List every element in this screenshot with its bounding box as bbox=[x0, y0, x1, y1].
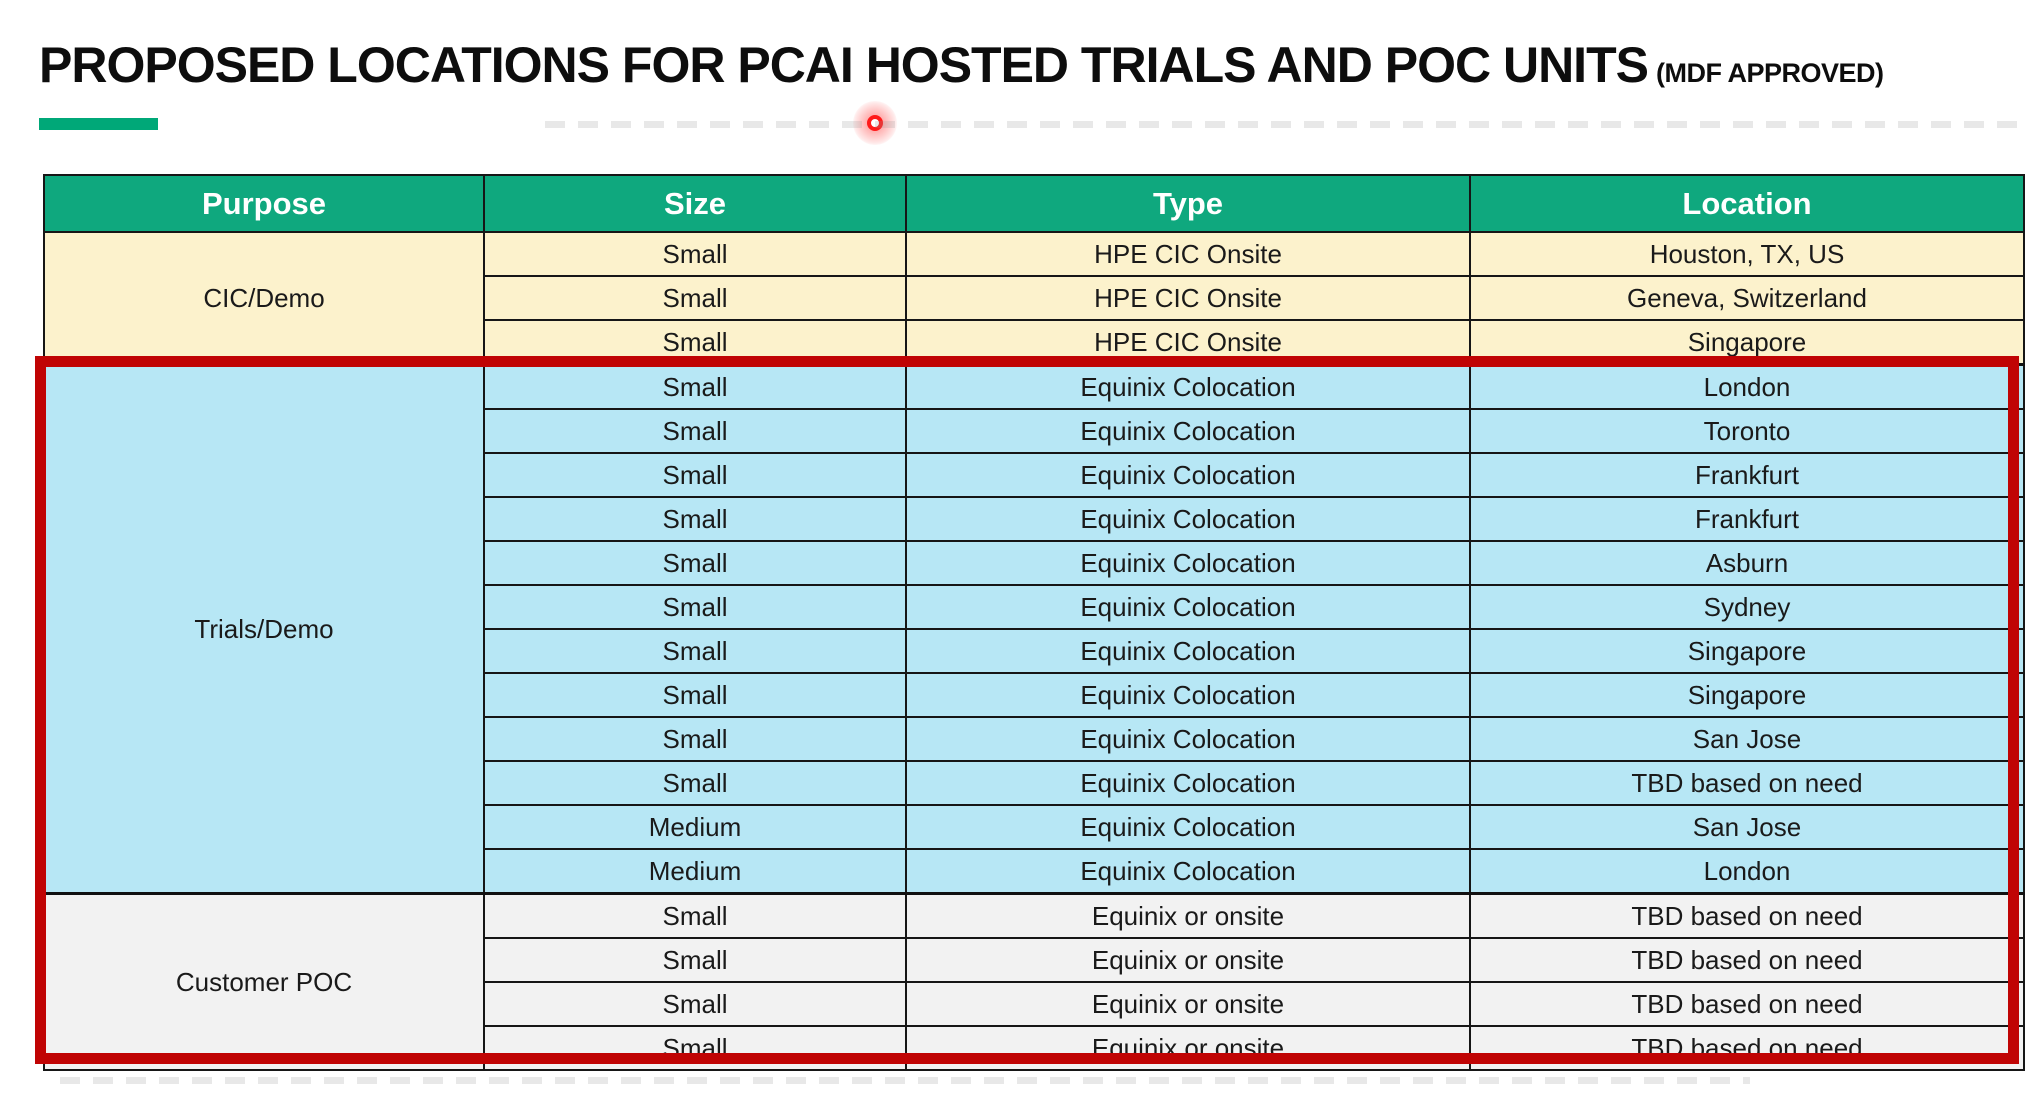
type-cell: Equinix Colocation bbox=[905, 628, 1471, 674]
type-cell: Equinix Colocation bbox=[905, 672, 1471, 718]
size-cell: Small bbox=[483, 363, 907, 410]
size-cell: Small bbox=[483, 760, 907, 806]
purpose-cell-trials-demo: Trials/Demo bbox=[43, 363, 485, 895]
type-cell: Equinix Colocation bbox=[905, 848, 1471, 895]
size-cell: Small bbox=[483, 584, 907, 630]
size-cell: Medium bbox=[483, 848, 907, 895]
type-cell: Equinix Colocation bbox=[905, 760, 1471, 806]
size-cell: Small bbox=[483, 1025, 907, 1071]
location-cell: San Jose bbox=[1469, 804, 2025, 850]
header-row: Purpose Size Type Location bbox=[43, 174, 2025, 233]
slide-title: PROPOSED LOCATIONS FOR PCAI HOSTED TRIAL… bbox=[39, 36, 1884, 94]
location-cell: Toronto bbox=[1469, 408, 2025, 454]
size-cell: Small bbox=[483, 496, 907, 542]
ghost-text-artifact-top bbox=[545, 121, 2025, 128]
locations-table: Purpose Size Type Location CIC/Demo Small HPE… bbox=[43, 174, 2025, 1071]
table-row: Small Equinix Colocation Singapore bbox=[44, 672, 2025, 718]
location-cell: TBD based on need bbox=[1469, 760, 2025, 806]
location-cell: Singapore bbox=[1469, 319, 2025, 366]
table-row: Customer POC Small Equinix or onsite TBD ba… bbox=[43, 892, 2025, 1071]
type-cell: Equinix Colocation bbox=[905, 804, 1471, 850]
type-cell: Equinix or onsite bbox=[905, 981, 1471, 1027]
size-cell: Medium bbox=[483, 804, 907, 850]
table-row: Medium Equinix Colocation London bbox=[44, 848, 2025, 895]
type-cell: Equinix Colocation bbox=[905, 452, 1471, 498]
location-cell: London bbox=[1469, 848, 2025, 895]
column-header-type: Type bbox=[905, 174, 1471, 233]
type-cell: HPE CIC Onsite bbox=[905, 275, 1471, 321]
type-cell: Equinix Colocation bbox=[905, 716, 1471, 762]
size-cell: Small bbox=[483, 540, 907, 586]
size-cell: Small bbox=[483, 981, 907, 1027]
purpose-cell-cic-demo: CIC/Demo bbox=[43, 231, 485, 366]
type-cell: Equinix or onsite bbox=[905, 892, 1471, 939]
size-cell: Small bbox=[483, 408, 907, 454]
type-cell: Equinix or onsite bbox=[905, 937, 1471, 983]
size-cell: Small bbox=[483, 716, 907, 762]
slide-title-text: PROPOSED LOCATIONS FOR PCAI HOSTED TRIAL… bbox=[39, 37, 1649, 93]
location-cell: Singapore bbox=[1469, 672, 2025, 718]
purpose-cell-customer-poc: Customer POC bbox=[43, 892, 485, 1071]
table-row: Small Equinix Colocation Asburn bbox=[44, 540, 2025, 586]
table-row: CIC/Demo Small HPE CIC Onsite Houston, TX, … bbox=[43, 231, 2025, 366]
column-header-purpose: Purpose bbox=[43, 174, 485, 233]
size-cell: Small bbox=[483, 672, 907, 718]
table-row: Trials/Demo Small Equinix Colocation London bbox=[43, 363, 2025, 895]
locations-table-wrap: Purpose Size Type Location CIC/Demo Small HPE… bbox=[43, 174, 2025, 1071]
location-cell: TBD based on need bbox=[1469, 937, 2025, 983]
size-cell: Small bbox=[483, 319, 907, 366]
table-body: CIC/Demo Small HPE CIC Onsite Houston, TX, … bbox=[43, 231, 2025, 1071]
size-cell: Small bbox=[483, 275, 907, 321]
type-cell: HPE CIC Onsite bbox=[905, 319, 1471, 366]
type-cell: Equinix Colocation bbox=[905, 584, 1471, 630]
size-cell: Small bbox=[483, 937, 907, 983]
laser-pointer-dot bbox=[853, 101, 897, 145]
type-cell: Equinix Colocation bbox=[905, 408, 1471, 454]
location-cell: San Jose bbox=[1469, 716, 2025, 762]
size-cell: Small bbox=[483, 452, 907, 498]
location-cell: Houston, TX, US bbox=[1469, 231, 2025, 277]
type-cell: HPE CIC Onsite bbox=[905, 231, 1471, 277]
location-cell: TBD based on need bbox=[1469, 892, 2025, 939]
location-cell: Sydney bbox=[1469, 584, 2025, 630]
slide-title-suffix: (MDF APPROVED) bbox=[1655, 58, 1884, 88]
type-cell: Equinix Colocation bbox=[905, 363, 1471, 410]
size-cell: Small bbox=[483, 231, 907, 277]
location-cell: Frankfurt bbox=[1469, 452, 2025, 498]
title-accent-bar bbox=[39, 118, 158, 130]
type-cell: Equinix Colocation bbox=[905, 540, 1471, 586]
size-cell: Small bbox=[483, 892, 907, 939]
location-cell: Asburn bbox=[1469, 540, 2025, 586]
type-cell: Equinix or onsite bbox=[905, 1025, 1471, 1071]
type-cell: Equinix Colocation bbox=[905, 496, 1471, 542]
table-row: Small Equinix or onsite TBD based on need bbox=[44, 981, 2025, 1027]
ghost-text-artifact-bottom bbox=[60, 1077, 1750, 1084]
location-cell: London bbox=[1469, 363, 2025, 410]
table-row: Small HPE CIC Onsite Geneva, Switzerland bbox=[44, 275, 2025, 321]
location-cell: TBD based on need bbox=[1469, 981, 2025, 1027]
size-cell: Small bbox=[483, 628, 907, 674]
location-cell: Singapore bbox=[1469, 628, 2025, 674]
column-header-location: Location bbox=[1469, 174, 2025, 233]
location-cell: Frankfurt bbox=[1469, 496, 2025, 542]
table-row: Small Equinix Colocation Frankfurt bbox=[44, 452, 2025, 498]
location-cell: Geneva, Switzerland bbox=[1469, 275, 2025, 321]
column-header-size: Size bbox=[483, 174, 907, 233]
location-cell: TBD based on need bbox=[1469, 1025, 2025, 1071]
